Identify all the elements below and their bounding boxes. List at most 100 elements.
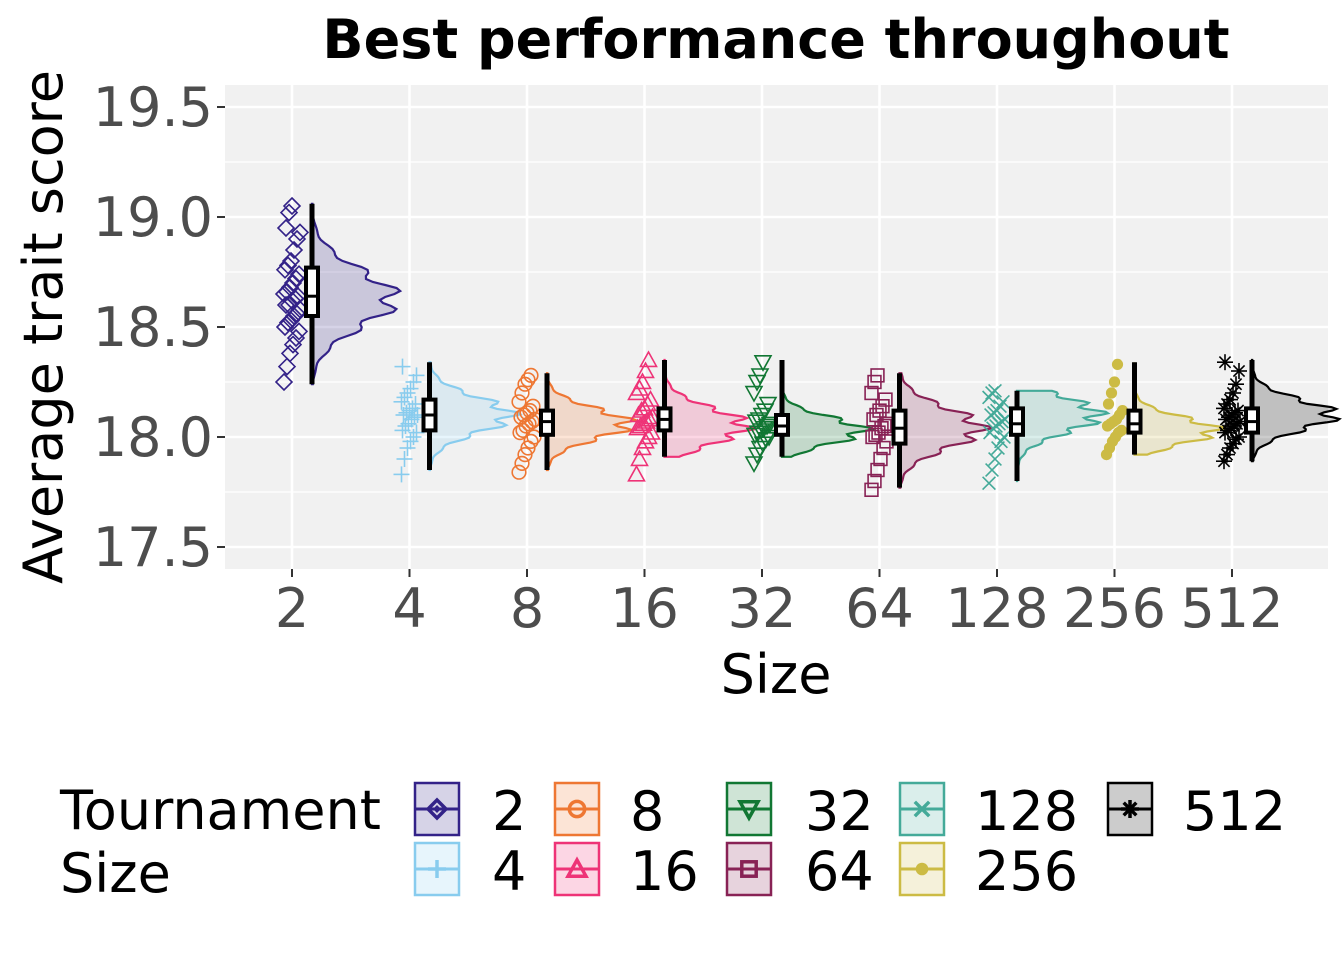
point-128 (990, 403, 1004, 418)
point-32 (746, 414, 766, 432)
point-256 (1111, 358, 1124, 370)
point-128 (996, 394, 1010, 409)
series-8 (511, 367, 639, 480)
x-tick-label: 256 (1063, 577, 1166, 640)
legend-marker (425, 797, 449, 821)
point-32 (753, 354, 773, 372)
legend-marker (567, 799, 587, 819)
point-4 (408, 367, 425, 384)
legend-marker (913, 800, 931, 818)
legend-label: 8 (630, 780, 664, 843)
point-8 (514, 385, 530, 401)
point-512 (1217, 354, 1233, 371)
point-8 (511, 464, 527, 480)
y-tick-label: 18.0 (93, 406, 213, 469)
point-4 (399, 385, 416, 401)
point-2 (283, 273, 303, 293)
point-256 (1108, 376, 1121, 388)
point-64 (870, 368, 885, 383)
point-2 (281, 311, 301, 330)
series-16 (627, 350, 757, 482)
point-64 (873, 451, 888, 467)
legend-key-512: 512 (1106, 780, 1286, 843)
legend-marker (915, 862, 929, 876)
point-2 (279, 203, 299, 222)
point-4 (405, 429, 422, 445)
point-4 (408, 424, 425, 441)
series-32 (744, 354, 876, 474)
point-2 (274, 372, 294, 392)
x-tick-label: 16 (610, 577, 679, 640)
legend-key-8: 8 (553, 780, 664, 843)
point-32 (757, 418, 777, 436)
point-4 (394, 358, 411, 375)
x-tick-label: 64 (845, 577, 914, 640)
point-2 (275, 260, 295, 279)
point-4 (402, 433, 419, 450)
box-256 (1126, 408, 1143, 435)
violin-2 (310, 202, 403, 386)
legend-key-64: 64 (725, 840, 874, 903)
point-32 (750, 368, 770, 386)
point-4 (393, 466, 410, 483)
x-axis-label: Size (721, 643, 832, 706)
y-tick-label: 18.5 (93, 296, 213, 359)
point-128 (988, 383, 1002, 398)
point-512 (1222, 391, 1238, 408)
point-128 (994, 434, 1008, 449)
y-tick-label: 17.5 (93, 516, 213, 579)
legend-label: 4 (492, 840, 526, 903)
point-16 (639, 350, 658, 368)
point-8 (517, 447, 533, 463)
x-tick-label: 32 (728, 577, 797, 640)
point-2 (277, 357, 297, 376)
chart-title: Best performance throughout (322, 8, 1229, 71)
point-2 (290, 223, 310, 242)
point-2 (281, 251, 301, 271)
point-128 (985, 463, 999, 477)
point-64 (864, 482, 879, 497)
point-64 (878, 392, 893, 407)
point-16 (627, 464, 646, 482)
x-tick-label: 8 (510, 577, 544, 640)
point-128 (988, 452, 1002, 466)
point-2 (277, 282, 297, 301)
legend-marker (1121, 800, 1139, 818)
point-4 (402, 380, 419, 397)
point-32 (744, 385, 764, 403)
series-2 (274, 196, 403, 392)
point-4 (396, 451, 413, 467)
legend-label: 128 (975, 780, 1078, 843)
x-tick-label: 2 (275, 577, 309, 640)
point-2 (275, 317, 295, 337)
y-tick-label: 19.5 (93, 76, 213, 139)
point-8 (523, 433, 539, 450)
point-2 (282, 196, 302, 216)
point-2 (284, 240, 304, 260)
point-2 (286, 269, 306, 288)
box-2 (304, 265, 320, 319)
series-256 (1100, 358, 1228, 461)
point-2 (286, 328, 306, 348)
legend-key-128: 128 (898, 780, 1078, 843)
y-axis-label: Average trait score (12, 70, 75, 584)
point-512 (1230, 402, 1246, 419)
point-256 (1102, 398, 1115, 410)
point-8 (525, 398, 541, 414)
series-128 (982, 383, 1111, 491)
legend-key-2: 2 (413, 780, 526, 843)
point-4 (404, 400, 421, 417)
legend-marker (737, 800, 761, 822)
legend-title-line1: Tournament (59, 779, 381, 842)
series-layer (274, 196, 1342, 497)
point-4 (407, 396, 424, 412)
legend-label: 16 (630, 840, 699, 903)
point-256 (1116, 405, 1129, 417)
point-2 (283, 335, 303, 354)
point-512 (1231, 363, 1247, 379)
point-2 (278, 256, 298, 275)
point-4 (405, 374, 422, 390)
point-2 (289, 322, 309, 341)
point-32 (758, 396, 778, 414)
point-8 (526, 429, 542, 445)
